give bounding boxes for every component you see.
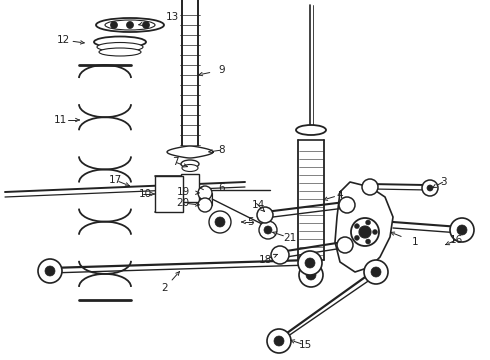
- Polygon shape: [335, 182, 393, 272]
- Circle shape: [298, 251, 322, 275]
- Bar: [155, 176, 183, 212]
- Circle shape: [126, 22, 133, 28]
- Circle shape: [271, 246, 289, 264]
- Text: 16: 16: [449, 235, 463, 245]
- Ellipse shape: [97, 42, 143, 51]
- Text: 15: 15: [298, 340, 312, 350]
- Ellipse shape: [94, 36, 146, 48]
- Circle shape: [45, 266, 55, 276]
- Circle shape: [299, 263, 323, 287]
- Circle shape: [450, 218, 474, 242]
- Text: 13: 13: [166, 12, 179, 22]
- Text: 2: 2: [162, 283, 168, 293]
- Circle shape: [359, 226, 371, 238]
- Ellipse shape: [96, 18, 164, 32]
- Text: 9: 9: [219, 65, 225, 75]
- Circle shape: [371, 267, 381, 277]
- Text: 5: 5: [246, 217, 253, 227]
- Circle shape: [38, 259, 62, 283]
- Text: 8: 8: [219, 145, 225, 155]
- Circle shape: [267, 329, 291, 353]
- Circle shape: [274, 336, 284, 346]
- Circle shape: [364, 260, 388, 284]
- Text: 7: 7: [172, 157, 178, 167]
- Text: 17: 17: [108, 175, 122, 185]
- Ellipse shape: [99, 48, 141, 56]
- Circle shape: [198, 186, 212, 200]
- Text: 12: 12: [56, 35, 70, 45]
- Circle shape: [372, 230, 377, 234]
- Circle shape: [354, 235, 359, 240]
- Circle shape: [111, 22, 118, 28]
- Circle shape: [337, 237, 353, 253]
- Ellipse shape: [105, 20, 155, 30]
- Text: 18: 18: [258, 255, 271, 265]
- Text: 21: 21: [283, 233, 296, 243]
- Text: 10: 10: [139, 189, 151, 199]
- Ellipse shape: [181, 160, 199, 168]
- Circle shape: [366, 220, 370, 225]
- Circle shape: [259, 221, 277, 239]
- Circle shape: [422, 180, 438, 196]
- Text: 14: 14: [251, 200, 265, 210]
- Polygon shape: [167, 146, 213, 158]
- Circle shape: [198, 198, 212, 212]
- Ellipse shape: [182, 165, 198, 171]
- Circle shape: [305, 258, 315, 268]
- Text: 6: 6: [219, 183, 225, 193]
- Bar: [181, 174, 199, 202]
- Text: 11: 11: [53, 115, 67, 125]
- Circle shape: [351, 218, 379, 246]
- Circle shape: [264, 226, 272, 234]
- Circle shape: [354, 224, 359, 229]
- Circle shape: [257, 207, 273, 223]
- Text: 4: 4: [337, 190, 343, 200]
- Text: 20: 20: [176, 198, 190, 208]
- Text: 3: 3: [440, 177, 446, 187]
- Circle shape: [215, 217, 225, 227]
- Circle shape: [339, 197, 355, 213]
- Circle shape: [143, 22, 149, 28]
- Text: 1: 1: [412, 237, 418, 247]
- Circle shape: [362, 179, 378, 195]
- Circle shape: [366, 239, 370, 244]
- Circle shape: [209, 211, 231, 233]
- Circle shape: [306, 270, 316, 280]
- Text: 19: 19: [176, 187, 190, 197]
- Circle shape: [427, 185, 433, 191]
- Circle shape: [457, 225, 467, 235]
- Ellipse shape: [296, 125, 326, 135]
